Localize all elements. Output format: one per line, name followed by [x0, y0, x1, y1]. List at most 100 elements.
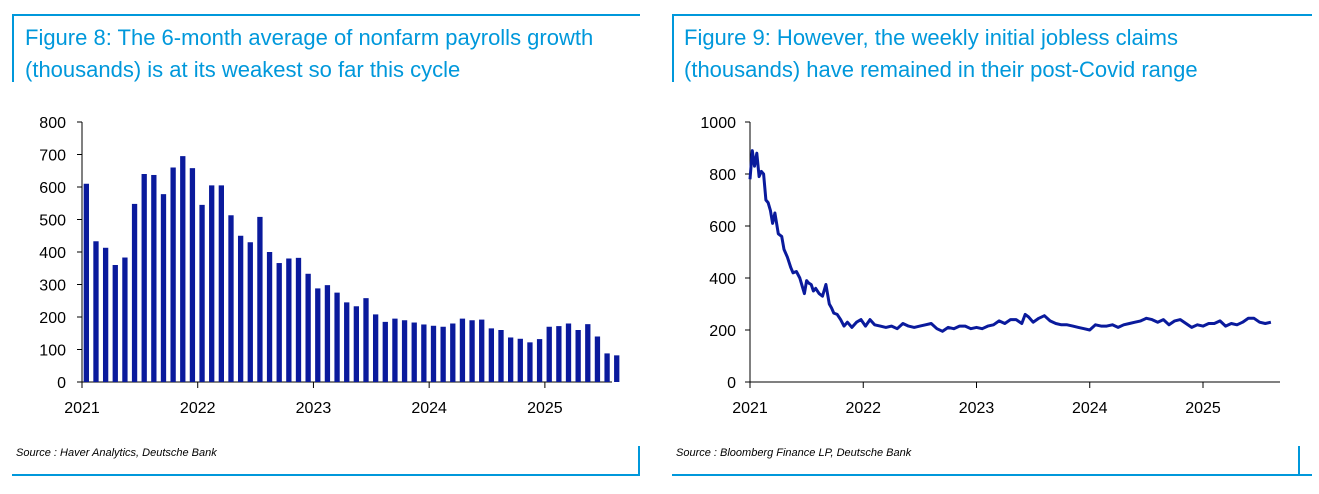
y-tick-label: 500: [39, 213, 66, 230]
figure-8-title-line2: (thousands) is at its weakest so far thi…: [25, 57, 461, 82]
payroll-bar: [218, 185, 224, 382]
payroll-bar: [363, 298, 369, 382]
payroll-bar: [83, 183, 89, 382]
payroll-bar: [199, 204, 205, 382]
figure-9-title-line1: Figure 9: However, the weekly initial jo…: [684, 25, 1178, 50]
payroll-bar: [421, 324, 427, 382]
x-tick-label: 2024: [1072, 400, 1108, 417]
payroll-bar: [372, 314, 379, 382]
payroll-bar: [122, 257, 128, 382]
payroll-bar: [594, 336, 601, 382]
payroll-bar: [295, 257, 302, 382]
figure-8-title-rule: [12, 14, 640, 16]
payroll-bar: [170, 167, 176, 382]
payroll-bar: [498, 330, 504, 382]
payroll-bar: [160, 194, 167, 382]
x-tick-label: 2023: [959, 400, 995, 417]
payroll-bar: [131, 203, 138, 382]
payroll-bar: [344, 302, 350, 382]
payroll-bar: [237, 235, 244, 382]
figure-9-source: Source : Bloomberg Finance LP, Deutsche …: [676, 447, 912, 459]
figure-8-source: Source : Haver Analytics, Deutsche Bank: [16, 447, 217, 459]
jobless-claims-line: [748, 149, 1272, 333]
payroll-bar: [93, 241, 99, 382]
payroll-bar: [556, 326, 562, 382]
figure-8-title-bar: [12, 14, 14, 82]
payroll-bar: [276, 263, 282, 382]
figure-8-bottom-tick: [638, 446, 640, 476]
payroll-bar: [286, 258, 292, 382]
figure-9-title: Figure 9: However, the weekly initial jo…: [684, 22, 1198, 86]
x-tick-label: 2021: [64, 400, 100, 417]
figure-8-bottom-rule: [12, 474, 640, 476]
y-tick-label: 0: [727, 375, 736, 392]
y-tick-label: 600: [709, 219, 736, 236]
payroll-bar: [459, 318, 466, 382]
payroll-bar: [469, 320, 475, 382]
payroll-bar: [180, 156, 186, 382]
payroll-bar: [382, 321, 388, 382]
x-tick-label: 2024: [411, 400, 447, 417]
payroll-bar: [401, 320, 408, 382]
payroll-bar: [527, 342, 533, 382]
figure-9-bottom-tick: [1298, 446, 1300, 476]
payroll-bar: [141, 174, 147, 382]
y-tick-label: 200: [709, 323, 736, 340]
x-tick-label: 2022: [845, 400, 881, 417]
y-tick-label: 300: [39, 278, 66, 295]
figure-9-title-bar: [672, 14, 674, 82]
payroll-bar: [440, 326, 446, 382]
payroll-bar: [575, 330, 581, 382]
payroll-bar: [266, 252, 273, 382]
payroll-bar: [450, 323, 456, 382]
figure-8-title-line1: Figure 8: The 6-month average of nonfarm…: [25, 25, 594, 50]
payroll-bar: [585, 324, 591, 382]
y-tick-label: 800: [709, 167, 736, 184]
payroll-bar: [546, 326, 552, 382]
payroll-bar: [324, 285, 331, 382]
payroll-bar: [305, 273, 311, 382]
payroll-bar: [488, 328, 495, 382]
payroll-bar: [430, 325, 437, 382]
payroll-bar: [517, 338, 523, 382]
y-tick-label: 200: [39, 310, 66, 327]
payroll-bar: [479, 319, 485, 382]
x-tick-label: 2025: [1185, 400, 1221, 417]
payroll-bar: [507, 337, 514, 382]
payroll-bar: [536, 339, 543, 382]
figure-9-title-rule: [672, 14, 1312, 16]
x-tick-label: 2021: [732, 400, 768, 417]
payroll-bar: [228, 215, 234, 382]
figure-9-title-line2: (thousands) have remained in their post-…: [684, 57, 1198, 82]
payroll-bar: [392, 318, 398, 382]
y-tick-label: 1000: [700, 115, 736, 132]
payroll-bar: [247, 242, 253, 382]
payroll-bar: [102, 247, 109, 382]
payroll-bar: [334, 292, 340, 382]
x-tick-label: 2025: [527, 400, 563, 417]
payroll-bar: [112, 265, 118, 382]
payroll-bar: [353, 306, 360, 382]
payroll-bar: [257, 216, 263, 382]
payroll-bar: [614, 355, 620, 382]
y-tick-label: 600: [39, 180, 66, 197]
figure-8-title: Figure 8: The 6-month average of nonfarm…: [25, 22, 593, 86]
figure-9-bottom-rule: [672, 474, 1312, 476]
figure-8-panel: Figure 8: The 6-month average of nonfarm…: [12, 14, 640, 476]
payroll-bar: [315, 288, 321, 382]
payroll-bar: [411, 322, 417, 382]
payroll-bar: [151, 174, 157, 382]
y-tick-label: 400: [39, 245, 66, 262]
payroll-bar: [189, 168, 196, 382]
payroll-bar: [565, 323, 572, 382]
y-tick-label: 700: [39, 148, 66, 165]
nonfarm-payrolls-bar-chart: 0 100 200 300 400 500 600 700 800 2021 2022 2023 202…: [39, 115, 620, 417]
figure-9-panel: Figure 9: However, the weekly initial jo…: [660, 0, 1319, 494]
payroll-bar: [209, 185, 215, 382]
payroll-bar: [604, 353, 610, 382]
y-tick-label: 400: [709, 271, 736, 288]
x-tick-label: 2023: [296, 400, 332, 417]
y-tick-label: 800: [39, 115, 66, 132]
jobless-claims-line-chart: 0 200 400 600 800 1000 2021 2022 2023 2024 2025: [700, 115, 1280, 417]
x-tick-label: 2022: [180, 400, 216, 417]
